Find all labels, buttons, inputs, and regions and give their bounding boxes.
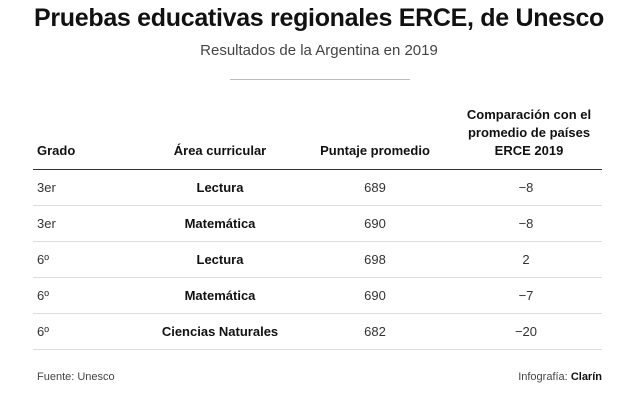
credit: Infografía: Clarín [518,371,602,383]
subtitle: Resultados de la Argentina en 2019 [200,42,438,59]
table-cell: 3er [33,205,140,242]
table-cell: Ciencias Naturales [140,313,300,350]
source: Fuente: Unesco [37,371,115,383]
table-cell: Lectura [140,241,300,278]
table-cell: 6º [33,277,140,314]
credit-name: Clarín [570,371,602,383]
title: Pruebas educativas regionales ERCE, de U… [33,4,605,32]
column-header: Grado [33,100,140,170]
table-cell: −8 [450,169,602,206]
table-cell: −8 [450,205,602,242]
table-cell: Matemática [140,277,300,314]
table-cell: 2 [450,241,602,278]
table-cell: Lectura [140,169,300,206]
table-row: 3er Lectura 689 −8 [33,169,602,206]
table-cell: Matemática [140,205,300,242]
table-row: 3er Matemática 690 −8 [33,205,602,242]
table-body: 3er Lectura 689 −8 3er Matemática 690 −8 6º Lectu… [33,169,602,350]
table-cell: 3er [33,169,140,206]
table-row: 6º Lectura 698 2 [33,241,602,278]
table-cell: 6º [33,313,140,350]
table-cell: −7 [450,277,602,314]
column-header: Puntaje promedio [300,100,450,170]
column-header: Comparación con el promedio de países ER… [450,100,602,170]
table-cell: 682 [300,313,450,350]
table-row: 6º Matemática 690 −7 [33,277,602,314]
table-cell: 690 [300,277,450,314]
table-row: 6º Ciencias Naturales 682 −20 [33,313,602,350]
table-cell: −20 [450,313,602,350]
table-cell: 6º [33,241,140,278]
divider [230,79,410,80]
header-row: Grado Área curricular Puntaje promedio Comp… [33,100,602,170]
credit-label: Infografía: [518,371,568,383]
table-cell: 690 [300,205,450,242]
results-table: Grado Área curricular Puntaje promedio Comp… [33,100,602,350]
column-header: Área curricular [140,100,300,170]
table-cell: 689 [300,169,450,206]
table-cell: 698 [300,241,450,278]
